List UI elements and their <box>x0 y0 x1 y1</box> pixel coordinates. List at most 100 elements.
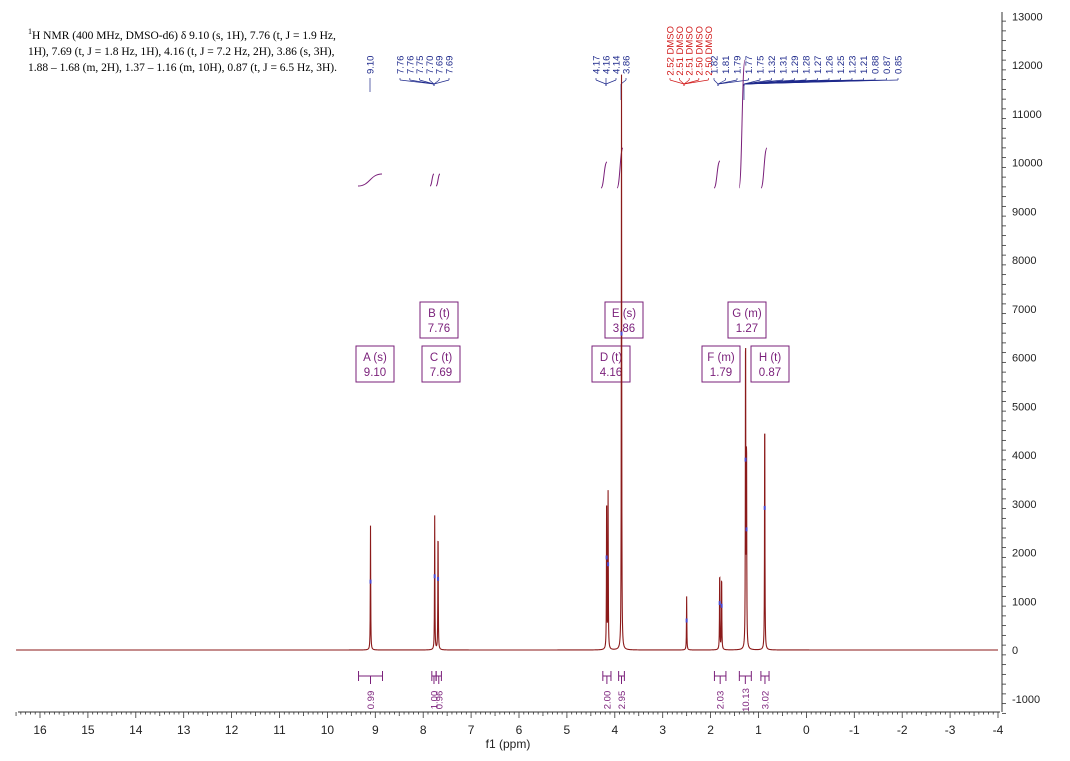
peak-marker <box>620 331 623 336</box>
multiplet-label: C (t) <box>430 352 453 364</box>
multiplet-box <box>591 345 631 383</box>
x-axis-label: f1 (ppm) <box>486 737 531 751</box>
multiplet-shift: 1.27 <box>736 323 758 335</box>
peak-label: 1.77 <box>744 56 755 75</box>
peak-label: 7.76 <box>396 56 407 75</box>
multiplet-box <box>727 301 767 339</box>
x-tick-label: -4 <box>993 723 1004 737</box>
x-tick-label: 11 <box>273 723 286 737</box>
y-tick-label: 12000 <box>1012 60 1043 72</box>
multiplet-box <box>355 345 395 383</box>
y-tick-label: 1000 <box>1012 596 1036 608</box>
spectrum-trace <box>16 74 998 651</box>
y-tick-label: 0 <box>1012 645 1018 657</box>
integral-curve <box>713 160 721 189</box>
peak-marker <box>605 555 608 560</box>
peak-label: 0.85 <box>894 56 905 75</box>
peak-label: 1.28 <box>802 56 813 75</box>
description-line: 1.88 – 1.68 (m, 2H), 1.37 – 1.16 (m, 10H… <box>28 61 337 74</box>
y-tick-label: 2000 <box>1012 548 1036 560</box>
label-leader <box>683 79 709 85</box>
y-axis: -1000 0 1000 2000 3000 4000 5000 6000 7000 8000 90… <box>1001 11 1043 714</box>
peak-label: 1.21 <box>859 56 870 75</box>
peak-label: 1.25 <box>836 56 847 75</box>
label-leader <box>419 79 435 85</box>
y-tick-label: 11000 <box>1012 109 1042 121</box>
label-leader <box>743 79 899 85</box>
x-tick-label: 9 <box>372 723 379 737</box>
label-leader <box>605 79 617 85</box>
integration-value: 2.95 <box>617 691 628 710</box>
peak-label: 2.50 DMSO <box>704 26 715 76</box>
description-line: 1H), 7.69 (t, J = 1.8 Hz, 1H), 4.16 (t, … <box>28 45 335 58</box>
multiplet-label: D (t) <box>600 352 623 364</box>
integration-value: 0.96 <box>434 691 445 710</box>
description-superscript: 1 <box>28 27 32 36</box>
multiplet-box <box>419 301 459 339</box>
peak-label: 1.29 <box>790 56 801 75</box>
peak-label: 4.14 <box>612 56 623 75</box>
peak-label: 1.27 <box>813 56 824 75</box>
x-tick-label: 4 <box>611 723 618 737</box>
multiplet-shift: 9.10 <box>364 367 386 379</box>
y-tick-label: 10000 <box>1012 158 1043 170</box>
y-tick-label: 3000 <box>1012 499 1036 511</box>
label-leader <box>683 79 690 85</box>
description-line: H NMR (400 MHz, DMSO-d6) δ 9.10 (s, 1H),… <box>32 29 336 42</box>
peak-label: 7.70 <box>425 56 436 75</box>
integral-curve <box>738 59 746 189</box>
label-leader <box>429 79 435 85</box>
x-tick-label: 0 <box>803 723 810 737</box>
peak-marker <box>720 603 723 608</box>
peak-label: 1.81 <box>721 56 732 75</box>
spectrum-line <box>16 74 998 651</box>
peak-marker <box>718 601 721 606</box>
label-leader <box>679 79 685 85</box>
peak-label: 1.79 <box>733 56 744 75</box>
peak-label: 7.69 <box>445 56 456 75</box>
y-tick-label: 5000 <box>1012 401 1036 413</box>
peak-label: 7.69 <box>435 56 446 75</box>
integration-value: 1.00 <box>429 691 440 710</box>
peak-labels: 9.10 7.767.767.757.707.697.69 4.17 4.16 4.14… <box>366 26 905 100</box>
peak-marker <box>437 576 440 581</box>
y-tick-label: 6000 <box>1012 353 1036 365</box>
label-leader <box>595 79 607 85</box>
integration-value: 0.99 <box>366 691 377 710</box>
label-leader <box>717 79 726 85</box>
x-tick-label: 8 <box>420 723 427 737</box>
integral-curve <box>616 147 624 189</box>
integration-regions: 0.99 1.000.96 2.00 2.95 2.03 10.13 3.02 <box>358 671 771 712</box>
label-leader <box>713 79 719 85</box>
peak-label: 0.88 <box>871 56 882 75</box>
x-tick-label: 16 <box>33 723 47 737</box>
spectrum-description: 1H NMR (400 MHz, DMSO-d6) δ 9.10 (s, 1H)… <box>28 24 358 76</box>
integration-value: 10.13 <box>741 688 752 712</box>
label-leader <box>433 79 440 85</box>
peak-label: 0.87 <box>882 56 893 75</box>
peak-label: 1.32 <box>767 56 778 75</box>
multiplet-label: F (m) <box>707 352 735 364</box>
integral-curve <box>435 173 441 187</box>
multiplet-box <box>750 345 790 383</box>
multiplet-shift: 7.76 <box>428 323 450 335</box>
x-tick-label: 3 <box>659 723 666 737</box>
peak-label: 1.82 <box>710 56 721 75</box>
peak-label: 4.16 <box>602 56 613 75</box>
label-leader <box>409 79 435 85</box>
y-tick-label: -1000 <box>1012 694 1040 706</box>
peak-marker <box>685 618 688 623</box>
y-tick-label: 4000 <box>1012 450 1036 462</box>
multiplet-label: B (t) <box>428 308 450 320</box>
x-tick-label: 1 <box>755 723 762 737</box>
integration-value: 2.00 <box>602 691 613 710</box>
x-axis: 16 15 14 13 12 11 10 9 8 7 6 5 4 3 2 1 0 -1 -2 -3 -4 <box>15 711 1004 737</box>
x-tick-label: -1 <box>849 723 860 737</box>
peak-label: 2.52 DMSO <box>666 26 677 76</box>
x-tick-label: 10 <box>321 723 335 737</box>
label-leader <box>433 79 450 85</box>
peak-label: 3.86 <box>622 56 633 75</box>
x-tick-label: 13 <box>177 723 191 737</box>
multiplet-box <box>604 301 644 339</box>
